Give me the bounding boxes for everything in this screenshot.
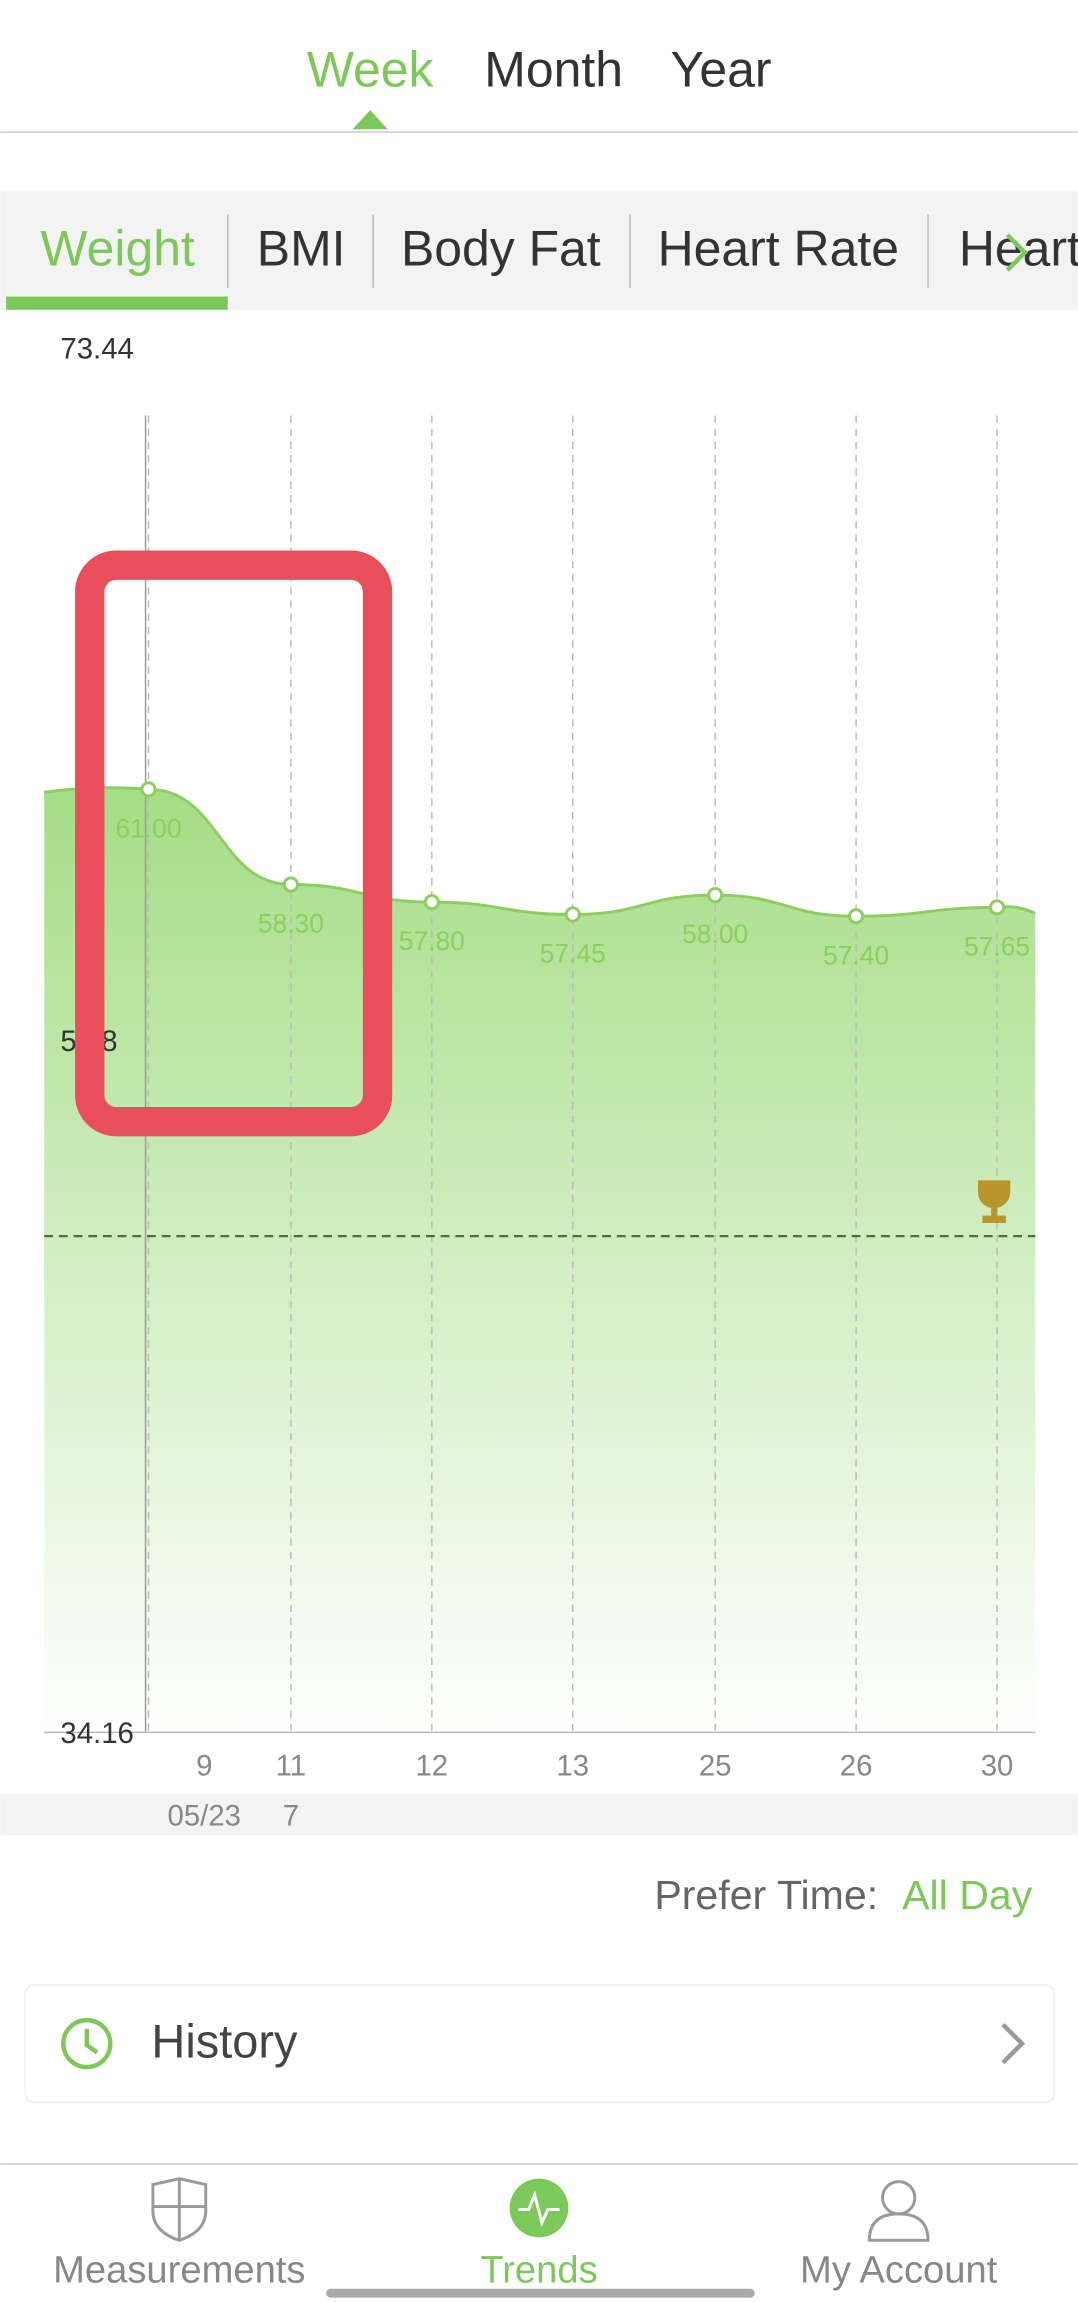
y-tick-label: 73.44 [60, 333, 133, 366]
x-tick-label: 30 [981, 1749, 1014, 1782]
nav-account[interactable]: My Account [800, 2249, 998, 2292]
date-label: 05/23 [168, 1799, 241, 1832]
bottom-nav: Measurements Trends My Account [0, 2163, 1078, 2298]
tab-week[interactable]: Week [307, 42, 435, 98]
area [44, 787, 1036, 1736]
nav-trends[interactable]: Trends [480, 2249, 597, 2292]
value-label: 61.00 [115, 813, 181, 843]
highlight-box [75, 550, 393, 1137]
clock-icon [61, 2017, 113, 2070]
tab-month[interactable]: Month [484, 42, 623, 98]
value-label: 57.45 [540, 939, 606, 969]
value-label: 58.30 [258, 909, 324, 939]
history-card[interactable]: History [24, 1984, 1056, 2104]
nav-measurements[interactable]: Measurements [53, 2249, 305, 2292]
point [848, 908, 865, 925]
point [423, 894, 440, 911]
point [282, 876, 299, 893]
x-tick-label: 11 [276, 1749, 306, 1782]
tab-underline [6, 296, 228, 310]
tab-bmi[interactable]: BMI [257, 221, 346, 277]
account-icon[interactable] [881, 2180, 917, 2216]
x-tick-label: 25 [699, 1749, 732, 1782]
chart: 34.1653.873.44961.001158.301257.801357.4… [44, 333, 1036, 1782]
prefer-time-value[interactable]: All Day [902, 1872, 1033, 1918]
chevron [1001, 2022, 1026, 2065]
date-label: 7 [283, 1799, 299, 1832]
account-body [867, 2212, 930, 2242]
metric-tabs: Weight BMI Body Fat Heart Rate Heart [0, 190, 1078, 310]
tab-separators [227, 214, 929, 288]
tab-indicator [352, 110, 388, 130]
x-tick-label: 26 [840, 1749, 873, 1782]
home-indicator [326, 2288, 755, 2298]
pulse [518, 2190, 560, 2228]
point [988, 899, 1006, 916]
tab-heart-rate[interactable]: Heart Rate [658, 221, 899, 277]
period-tabs: Week Month Year [0, 42, 1078, 133]
card [24, 1984, 1056, 2104]
tab-bar [0, 190, 1078, 310]
scroll-arrow[interactable] [1005, 233, 1029, 272]
prefer-time-label: Prefer Time: [654, 1872, 878, 1918]
measurements-icon[interactable] [151, 2177, 208, 2242]
value-label: 57.40 [823, 940, 889, 970]
tab-year[interactable]: Year [671, 42, 772, 98]
clock-hands [84, 2028, 99, 2055]
x-tick-label: 12 [415, 1749, 448, 1782]
value-label: 58.00 [682, 919, 748, 949]
date-row [0, 1794, 1078, 1836]
prefer-time: Prefer Time: All Day [654, 1872, 1032, 1918]
x-tick-label: 13 [556, 1749, 589, 1782]
tab-weight[interactable]: Weight [40, 221, 195, 277]
value-label: 57.65 [964, 931, 1030, 961]
line [44, 786, 1036, 918]
tab-body-fat[interactable]: Body Fat [401, 221, 601, 277]
trophy-icon [977, 1180, 1011, 1223]
y-tick-label: 34.16 [60, 1717, 133, 1750]
history-label: History [151, 2014, 298, 2067]
point [140, 781, 157, 798]
x-tick-label: 9 [196, 1749, 212, 1782]
value-label: 57.80 [399, 926, 465, 956]
point [564, 906, 581, 923]
overlay: 05/23 7 [0, 550, 1078, 1836]
point [707, 886, 724, 904]
